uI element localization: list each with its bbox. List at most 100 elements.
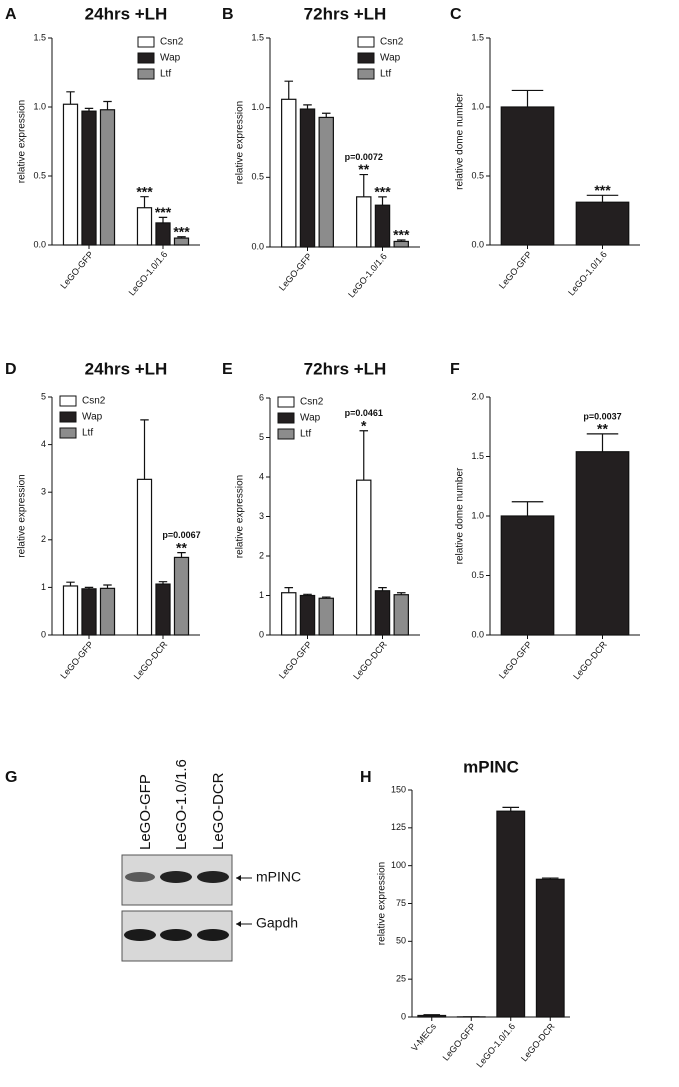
- annotation: **: [176, 539, 187, 555]
- arrow-head: [236, 875, 241, 881]
- legend-label: Wap: [82, 412, 103, 423]
- bar: [281, 98, 297, 248]
- error-bar: [158, 581, 168, 585]
- legend-swatch: [277, 428, 295, 440]
- error-bar: [359, 173, 369, 197]
- chart: E 72hrs +LH relative expression 0 1 2 3 4 5 6 LeGO…: [222, 359, 420, 681]
- y-tick-label: 1.5: [33, 32, 46, 42]
- bar: [81, 110, 97, 246]
- panel-letter: D: [5, 361, 17, 378]
- legend-label: Wap: [160, 53, 181, 64]
- x-tick-label: LeGO-GFP: [497, 639, 534, 680]
- bar: [99, 587, 116, 636]
- chart-title: 72hrs +LH: [304, 359, 387, 378]
- panel-letter: C: [450, 6, 462, 23]
- error-bar: [303, 593, 312, 596]
- chart-title: 24hrs +LH: [85, 359, 168, 378]
- y-tick-label: 100: [391, 860, 406, 870]
- bar: [500, 515, 555, 636]
- error-bar: [586, 194, 619, 203]
- x-tick-label: LeGO-GFP: [58, 639, 95, 680]
- y-tick-label: 0.5: [251, 172, 264, 182]
- x-tick-label: LeGO-GFP: [277, 639, 314, 680]
- legend-swatch: [357, 52, 375, 64]
- lane-label: LeGO-1.0/1.6: [173, 759, 190, 850]
- y-tick-label: 1.5: [471, 451, 484, 461]
- bar: [356, 479, 372, 636]
- y-tick-label: 1.0: [471, 510, 484, 520]
- annotation: **: [597, 421, 608, 437]
- error-bar: [66, 91, 75, 105]
- bar: [575, 451, 630, 636]
- y-tick-label: 5: [41, 391, 46, 401]
- bar: [299, 108, 316, 248]
- error-bar: [502, 806, 520, 812]
- y-tick-label: 0: [259, 629, 264, 639]
- bar: [299, 594, 316, 636]
- error-bar: [378, 196, 387, 206]
- legend-swatch: [357, 36, 375, 48]
- y-tick-label: 1.5: [471, 32, 484, 42]
- error-bar: [177, 236, 186, 239]
- legend-label: Ltf: [160, 69, 171, 80]
- annotation: *: [361, 417, 367, 433]
- annotation: ***: [393, 227, 410, 243]
- error-bar: [103, 100, 112, 110]
- chart: B 72hrs +LH relative expression 0.0 0.5 1.0 1.…: [222, 4, 420, 300]
- y-tick-label: 0.0: [471, 239, 484, 249]
- annotation: ***: [136, 183, 153, 199]
- error-bar: [84, 107, 94, 112]
- x-tick-label: LeGO-GFP: [277, 251, 314, 292]
- chart-title: mPINC: [463, 757, 519, 776]
- bar: [173, 556, 190, 636]
- error-bar: [423, 1014, 441, 1016]
- x-tick-label: LeGO-GFP: [497, 249, 534, 290]
- error-bar: [321, 112, 331, 118]
- lane-label: LeGO-DCR: [210, 772, 227, 850]
- legend-swatch: [59, 395, 77, 407]
- y-axis-label: relative dome number: [455, 92, 466, 189]
- x-tick-label: LeGO-DCR: [351, 639, 389, 681]
- annotation: p=0.0461: [345, 408, 383, 418]
- annotation: p=0.0037: [583, 411, 621, 421]
- y-tick-label: 2: [259, 550, 264, 560]
- x-tick-label: LeGO-1.0/1.6: [346, 251, 389, 299]
- x-tick-label: LeGO-1.0/1.6: [474, 1021, 517, 1069]
- annotation: p=0.0067: [162, 530, 200, 540]
- bar: [393, 594, 409, 636]
- error-bar: [321, 596, 331, 599]
- y-tick-label: 1.5: [251, 32, 264, 42]
- panel-letter: B: [222, 6, 234, 23]
- error-bar: [284, 587, 294, 593]
- legend-swatch: [59, 427, 77, 439]
- y-tick-label: 150: [391, 784, 406, 794]
- bar: [535, 878, 565, 1018]
- bar: [356, 196, 372, 248]
- y-tick-label: 1.0: [251, 102, 264, 112]
- y-axis-label: relative expression: [235, 101, 246, 184]
- panel-letter: E: [222, 361, 233, 378]
- annotation: ***: [374, 184, 391, 200]
- chart: A 24hrs +LH relative expression 0.0 0.5 1.0 1.…: [5, 4, 200, 298]
- legend-label: Csn2: [380, 37, 404, 48]
- gel-band: [197, 871, 229, 883]
- x-tick-label: LeGO-GFP: [441, 1021, 478, 1062]
- bar: [136, 207, 153, 246]
- bar: [417, 1014, 447, 1018]
- annotation: p=0.0072: [345, 152, 383, 162]
- legend-label: Wap: [380, 53, 401, 64]
- legend-swatch: [59, 411, 77, 423]
- error-bar: [103, 584, 112, 589]
- legend-label: Ltf: [380, 69, 391, 80]
- y-tick-label: 3: [41, 487, 46, 497]
- legend-swatch: [137, 36, 155, 48]
- annotation: **: [358, 161, 369, 177]
- bar: [374, 204, 391, 248]
- band-label: mPINC: [256, 869, 301, 885]
- error-bar: [396, 239, 406, 242]
- y-tick-label: 4: [259, 471, 264, 481]
- legend-swatch: [277, 412, 295, 424]
- bar: [281, 592, 297, 636]
